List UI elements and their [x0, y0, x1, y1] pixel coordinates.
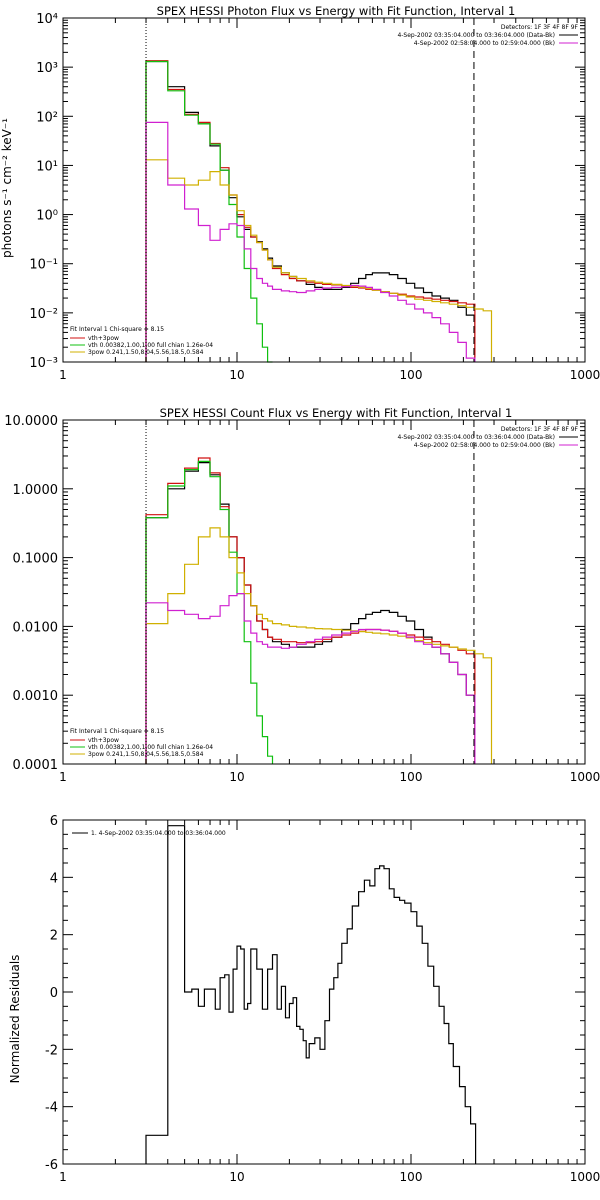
y-tick-label: 1.0000 [13, 483, 59, 498]
residuals-series-group [145, 825, 477, 1164]
series-line [145, 60, 476, 362]
x-tick-label: 1 [59, 1170, 67, 1184]
y-tick-label: 0.0100 [13, 620, 59, 635]
residuals-plot-frame [62, 819, 586, 1165]
count-series-group [145, 457, 493, 764]
series-line [145, 60, 273, 363]
photon-range-lines [145, 18, 475, 362]
y-tick-label: 10⁰ [36, 209, 58, 224]
photon-legend-entry: vth+3pow [88, 335, 119, 342]
photon-info-line: 4-Sep-2002 02:58:04.000 to 02:59:04.000 … [414, 40, 555, 47]
y-tick-label: 2 [50, 929, 58, 944]
y-tick-label: -2 [45, 1043, 58, 1058]
count-info-block: Detectors: 1F 3F 4F 8F 9F 4-Sep-2002 03:… [397, 426, 578, 449]
y-tick-label: 10⁻¹ [29, 258, 58, 273]
count-legend-entry: 3pow 0.241,1.50,8.04,5.56,18.5,0.584 [88, 751, 204, 758]
photon-info-line: Detectors: 1F 3F 4F 8F 9F [501, 24, 579, 31]
residuals-axes: 1 10 100 1000 -6 -4 -2 0 2 4 6 [45, 814, 600, 1184]
x-tick-label: 1000 [570, 368, 600, 382]
count-axes: 1 10 100 1000 0.0001 0.0010 0.0100 0.1000 1.0000… [4, 414, 600, 784]
photon-legend-entry: vth 0.00382,1.00,1.00 full chian 1.26e-0… [88, 342, 213, 349]
count-plot-frame [62, 419, 586, 765]
x-tick-label: 10 [229, 770, 244, 784]
x-tick-label: 1 [59, 368, 67, 382]
count-legend-header: Fit Interval 1 Chi-square = 8.15 [70, 728, 164, 735]
x-tick-label: 1 [59, 770, 67, 784]
residuals-y-axis-label: Normalized Residuals [8, 955, 22, 1084]
y-tick-label: -6 [45, 1158, 58, 1173]
count-info-line: Detectors: 1F 3F 4F 8F 9F [501, 426, 579, 433]
y-tick-label: 10⁴ [36, 12, 58, 27]
x-tick-label: 1000 [570, 770, 600, 784]
series-line [145, 460, 274, 764]
photon-chart-title: SPEX HESSI Photon Flux vs Energy with Fi… [157, 4, 516, 18]
series-line [145, 462, 476, 764]
y-tick-label: 0 [50, 986, 58, 1001]
photon-legend-header: Fit Interval 1 Chi-square = 8.15 [70, 326, 164, 333]
photon-series-group [145, 60, 493, 363]
photon-legend: Fit Interval 1 Chi-square = 8.15 vth+3po… [70, 326, 213, 356]
count-legend: Fit Interval 1 Chi-square = 8.15 vth+3po… [70, 728, 213, 758]
x-tick-label: 10 [229, 368, 244, 382]
x-tick-label: 100 [400, 1170, 423, 1184]
y-tick-label: 0.0001 [13, 758, 59, 773]
count-info-line: 4-Sep-2002 02:58:04.000 to 02:59:04.000 … [414, 442, 555, 449]
count-chart-title: SPEX HESSI Count Flux vs Energy with Fit… [160, 406, 513, 420]
y-tick-label: 10² [36, 110, 58, 125]
residuals-legend-entry: 1. 4-Sep-2002 03:35:04.000 to 03:36:04.0… [91, 830, 226, 837]
photon-info-block: Detectors: 1F 3F 4F 8F 9F 4-Sep-2002 03:… [397, 24, 578, 47]
y-tick-label: 0.0010 [13, 689, 59, 704]
photon-plot-frame [62, 17, 586, 363]
y-tick-label: 6 [50, 814, 58, 829]
residuals-panel: Normalized Residuals 1 10 100 1000 -6 -4 -2 0 2 4… [8, 814, 600, 1184]
x-tick-label: 100 [400, 368, 423, 382]
y-tick-label: 0.1000 [13, 552, 59, 567]
photon-y-axis-label: photons s⁻¹ cm⁻² keV⁻¹ [0, 118, 14, 258]
y-tick-label: 10¹ [36, 159, 58, 174]
y-tick-label: 10⁻³ [29, 356, 58, 371]
y-tick-label: 4 [50, 871, 58, 886]
series-line [145, 159, 493, 362]
count-info-line: 4-Sep-2002 03:35:04.000 to 03:36:04.000 … [397, 434, 555, 441]
x-tick-label: 1000 [570, 1170, 600, 1184]
series-line [145, 60, 476, 362]
series-line [145, 457, 476, 764]
y-tick-label: -4 [45, 1101, 58, 1116]
series-line [145, 593, 476, 764]
series-line [145, 527, 493, 764]
series-line [145, 825, 477, 1164]
count-range-lines [145, 420, 475, 764]
x-tick-label: 100 [400, 770, 423, 784]
y-tick-label: 10³ [36, 61, 58, 76]
y-tick-label: 10⁻² [29, 307, 58, 322]
count-flux-panel: SPEX HESSI Count Flux vs Energy with Fit… [4, 406, 600, 784]
series-line [145, 121, 476, 362]
x-tick-label: 10 [229, 1170, 244, 1184]
photon-flux-panel: SPEX HESSI Photon Flux vs Energy with Fi… [0, 4, 600, 382]
count-legend-entry: vth 0.00382,1.00,1.00 full chian 1.26e-0… [88, 744, 213, 751]
photon-legend-entry: 3pow 0.241,1.50,8.04,5.56,18.5,0.584 [88, 349, 204, 356]
photon-info-line: 4-Sep-2002 03:35:04.000 to 03:36:04.000 … [397, 32, 555, 39]
photon-axes: 1 10 100 1000 10⁻³ 10⁻² 10⁻¹ 10⁰ 10¹ 10² 10³ 10⁴ [29, 12, 600, 382]
count-legend-entry: vth+3pow [88, 737, 119, 744]
y-tick-label: 10.0000 [4, 414, 58, 429]
residuals-legend: 1. 4-Sep-2002 03:35:04.000 to 03:36:04.0… [72, 830, 226, 837]
